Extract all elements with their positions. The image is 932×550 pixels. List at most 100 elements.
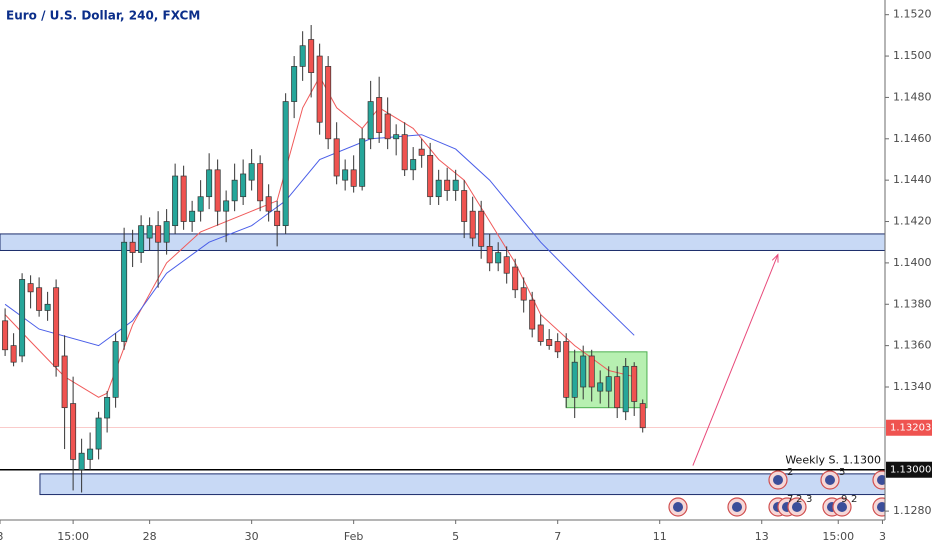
candle-body [359, 138, 366, 187]
candle-body [78, 452, 85, 471]
candle-body [112, 341, 119, 398]
candle-body [520, 287, 527, 301]
candle-body [291, 66, 298, 102]
candle-body [138, 225, 145, 253]
y-tick-label: 1.15200 [893, 8, 932, 21]
candle-body [461, 190, 468, 222]
y-tick-label: 1.14200 [893, 215, 932, 228]
candle-body [376, 97, 383, 133]
candle-body [554, 341, 561, 353]
x-tick-label: 7 [554, 530, 561, 543]
x-tick-label: 13 [755, 530, 769, 543]
moving-average [4, 134, 635, 347]
candle-body [350, 169, 357, 187]
x-tick-label: 15:00 [57, 530, 89, 543]
candle-body [240, 173, 247, 198]
y-tick-label: 1.14800 [893, 90, 932, 103]
candle-body [631, 365, 638, 402]
event-icon-inner [825, 475, 835, 485]
candle-body [61, 355, 68, 409]
event-count: 2 [787, 467, 793, 478]
y-tick-label: 1.14000 [893, 256, 932, 269]
candle-body [571, 361, 578, 398]
support-tag [886, 461, 932, 478]
candle-body [163, 221, 170, 243]
candle-body [146, 225, 153, 239]
x-tick-label: 3 [879, 530, 886, 543]
candle-body [588, 355, 595, 388]
candle-body [622, 365, 629, 413]
candle-body [614, 376, 621, 409]
candle-body [53, 287, 60, 367]
candle-body [155, 225, 162, 243]
x-tick-label: Feb [344, 530, 363, 543]
candle-body [27, 283, 34, 293]
candle-body [70, 403, 77, 460]
candle-body [265, 196, 272, 212]
candle-body [129, 241, 136, 253]
event-icon-inner [732, 502, 742, 512]
candle-body [546, 339, 553, 346]
x-tick-label: 30 [245, 530, 259, 543]
x-tick-label: 3 [0, 530, 4, 543]
candle-body [512, 266, 519, 291]
candle-body [529, 299, 536, 330]
candle-body [316, 55, 323, 123]
last-price-label: 1.13203 [890, 423, 931, 434]
candle-body [478, 210, 485, 247]
support-axis-label: 1.13000 [890, 465, 931, 476]
candle-body [223, 200, 230, 212]
x-tick-label: 15:00 [822, 530, 854, 543]
event-icon-inner [773, 475, 783, 485]
candle-body [87, 448, 94, 460]
candle-body [393, 134, 400, 140]
candle-body [172, 175, 179, 227]
y-tick-label: 1.12800 [893, 504, 932, 517]
y-tick-label: 1.14600 [893, 132, 932, 145]
arrow [692, 254, 779, 466]
candle-body [597, 382, 604, 392]
event-count: 9 [841, 494, 847, 505]
candle-body [2, 320, 9, 351]
candle-body [333, 138, 340, 177]
event-count: 5 [839, 467, 845, 478]
candle-body [206, 169, 213, 198]
candle-body [452, 179, 459, 191]
candle-body [189, 210, 196, 222]
candle-body [44, 303, 51, 311]
arrow-head [771, 253, 779, 263]
candle-body [410, 159, 417, 171]
candle-body [308, 39, 315, 73]
y-tick-label: 1.13800 [893, 297, 932, 310]
candle-body [19, 279, 26, 357]
candle-body [427, 154, 434, 198]
candle-body [537, 324, 544, 342]
candle-body [257, 163, 264, 202]
x-tick-label: 5 [452, 530, 459, 543]
y-axis-bg [885, 0, 932, 550]
candle-body [10, 345, 17, 363]
x-axis-bg [0, 520, 885, 550]
candle-body [248, 163, 255, 181]
candle-body [104, 396, 111, 419]
candle-body [180, 175, 187, 222]
candle-body [435, 179, 442, 198]
candle-body [121, 241, 128, 342]
candle-body [563, 341, 570, 398]
event-icon-inner [792, 502, 802, 512]
y-tick-label: 1.13600 [893, 339, 932, 352]
candle-body [469, 210, 476, 239]
candle-body [367, 101, 374, 140]
event-count: 2 [851, 494, 857, 505]
candle-body [384, 113, 391, 140]
candle-body [486, 245, 493, 264]
event-count: 3 [806, 494, 812, 505]
event-count: 7 [787, 494, 793, 505]
candle-body [36, 287, 43, 311]
candle-body [282, 101, 289, 227]
support-label: Weekly S. 1.1300 [785, 454, 881, 467]
candle-body [401, 134, 408, 171]
